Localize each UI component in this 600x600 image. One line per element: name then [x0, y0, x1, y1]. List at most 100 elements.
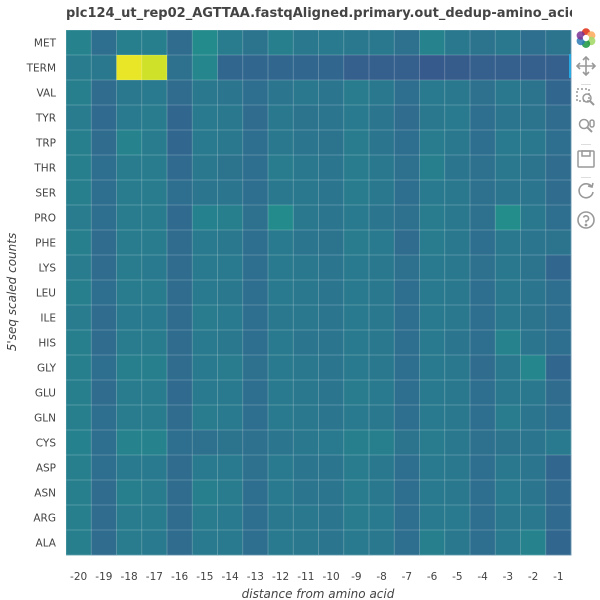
heatmap-cell [343, 380, 370, 406]
heatmap-cell [495, 180, 521, 206]
heatmap-cell [141, 505, 168, 531]
heatmap-cell [167, 405, 193, 431]
x-tick-label: -8 [376, 571, 386, 583]
heatmap-cell [444, 505, 471, 531]
heatmap-cell [293, 130, 319, 156]
heatmap-cell [394, 80, 420, 106]
heatmap-cell [66, 130, 92, 156]
heatmap-cell [545, 480, 572, 506]
heatmap-cell [520, 105, 547, 131]
heatmap-cell [192, 180, 218, 206]
heatmap-cell [141, 480, 168, 506]
heatmap-cells [65, 29, 572, 556]
heatmap-cell [268, 280, 294, 306]
heatmap-cell [369, 355, 395, 381]
heatmap-cell [444, 330, 471, 356]
heatmap-cell [91, 255, 117, 281]
heatmap-cell [369, 30, 395, 56]
heatmap-cell [470, 330, 496, 356]
heatmap-cell [520, 230, 547, 256]
heatmap-cell [545, 30, 572, 56]
heatmap-cell [242, 205, 269, 231]
bokeh-logo-icon[interactable] [574, 26, 598, 50]
heatmap-cell [141, 530, 168, 556]
heatmap-cell [242, 330, 269, 356]
heatmap-cell [495, 105, 521, 131]
help-tool-icon[interactable] [574, 208, 598, 232]
wheel-zoom-tool-icon[interactable] [574, 114, 598, 138]
heatmap-cell [520, 205, 547, 231]
heatmap-cell [318, 480, 345, 506]
heatmap-cell [419, 105, 446, 131]
box-zoom-tool-icon[interactable] [574, 86, 598, 110]
heatmap-cell [545, 255, 572, 281]
heatmap-cell [520, 305, 547, 331]
heatmap-cell [242, 405, 269, 431]
heatmap-cell [217, 480, 244, 506]
heatmap-cell [116, 55, 143, 81]
heatmap-cell [242, 355, 269, 381]
heatmap-cell [91, 355, 117, 381]
save-tool-icon[interactable] [574, 147, 598, 171]
heatmap-cell [495, 30, 521, 56]
heatmap-cell [343, 255, 370, 281]
heatmap-cell [242, 155, 269, 181]
heatmap-cell [545, 330, 572, 356]
heatmap-cell [293, 180, 319, 206]
heatmap-cell [520, 405, 547, 431]
heatmap-cell [293, 205, 319, 231]
heatmap-cell [369, 505, 395, 531]
pan-tool-icon[interactable] [574, 54, 598, 78]
heatmap-cell [318, 30, 345, 56]
heatmap-cell [66, 205, 92, 231]
heatmap-cell [268, 55, 294, 81]
heatmap-cell [268, 180, 294, 206]
heatmap-cell [444, 205, 471, 231]
heatmap-cell [293, 430, 319, 456]
heatmap-cell [167, 80, 193, 106]
heatmap-cell [66, 280, 92, 306]
heatmap-cell [343, 355, 370, 381]
reset-tool-icon[interactable] [574, 178, 598, 202]
heatmap-cell [369, 55, 395, 81]
heatmap-cell [419, 280, 446, 306]
heatmap-cell [495, 405, 521, 431]
heatmap-cell [167, 130, 193, 156]
heatmap-cell [419, 455, 446, 481]
heatmap-cell [167, 205, 193, 231]
heatmap-cell [343, 430, 370, 456]
heatmap-cell [520, 80, 547, 106]
heatmap-cell [91, 330, 117, 356]
y-tick-label: HIS [38, 338, 56, 350]
heatmap-cell [217, 205, 244, 231]
heatmap-cell [66, 230, 92, 256]
heatmap-cell [419, 180, 446, 206]
heatmap-cell [545, 305, 572, 331]
heatmap-cell [545, 455, 572, 481]
heatmap-cell [545, 530, 572, 556]
heatmap-cell [419, 405, 446, 431]
heatmap-cell [444, 130, 471, 156]
heatmap-cell [66, 105, 92, 131]
y-tick-label: CYS [36, 438, 57, 450]
heatmap-cell [268, 405, 294, 431]
heatmap-cell [217, 180, 244, 206]
heatmap-cell [495, 480, 521, 506]
heatmap-cell [141, 355, 168, 381]
heatmap-cell [470, 105, 496, 131]
heatmap-cell [116, 80, 143, 106]
heatmap-cell [116, 280, 143, 306]
heatmap-cell [192, 30, 218, 56]
heatmap-cell [91, 230, 117, 256]
heatmap-cell [318, 405, 345, 431]
heatmap-cell [167, 55, 193, 81]
heatmap-cell [141, 280, 168, 306]
heatmap-cell [318, 205, 345, 231]
heatmap-cell [394, 430, 420, 456]
heatmap-cell [192, 380, 218, 406]
heatmap-cell [444, 180, 471, 206]
heatmap-cell [66, 330, 92, 356]
heatmap-cell [343, 80, 370, 106]
y-tick-label: TERM [26, 63, 56, 75]
